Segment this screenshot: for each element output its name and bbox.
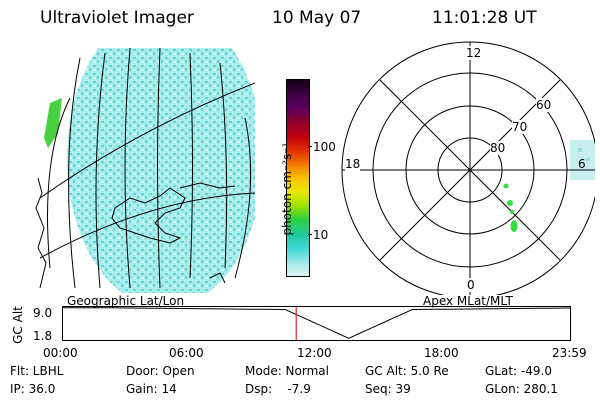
left-map-caption: Geographic Lat/Lon (67, 294, 185, 308)
status-ip: IP: 36.0 (10, 382, 56, 396)
mlt-label-0: 0 (467, 278, 475, 292)
status-seq: Seq: 39 (365, 382, 411, 396)
mlat-label-70: 70 (512, 120, 528, 134)
instrument-title: Ultraviolet Imager (40, 8, 194, 28)
time-label: 11:01:28 UT (432, 8, 537, 28)
altitude-plot-frame (62, 306, 571, 341)
status-mode: Mode: Normal (245, 364, 329, 378)
altitude-plot (62, 306, 571, 341)
uv-emission-image (67, 48, 255, 293)
coastline (179, 182, 236, 189)
right-map-caption: Apex MLat/MLT (423, 294, 513, 308)
mlat-label-80: 80 (490, 141, 506, 155)
status-flt: Flt: LBHL (10, 364, 64, 378)
aurora-spot (510, 210, 514, 214)
status-dsp: Dsp: -7.9 (245, 382, 311, 396)
altitude-curve (63, 307, 571, 339)
altitude-ylabel: GC Alt (11, 306, 25, 344)
aurora-spot (507, 200, 513, 206)
meridian-line (157, 48, 161, 289)
parallel-line (39, 192, 255, 259)
meridian-line (68, 57, 81, 289)
geographic-map (35, 48, 255, 293)
mlt-label-6: 6 (578, 157, 586, 171)
meridian-line (189, 52, 193, 279)
time-tick-1200: 12:00 (297, 346, 332, 360)
colorbar-tick-10: 10 (313, 228, 329, 242)
status-gain: Gain: 14 (126, 382, 177, 396)
colorbar (286, 79, 310, 277)
edge-emission (570, 140, 595, 180)
colorbar-tick-100: 100 (313, 140, 336, 154)
status-glat: GLat: -49.0 (485, 364, 552, 378)
mlt-label-18: 18 (345, 157, 361, 171)
aurora-spot (510, 220, 518, 232)
date-label: 10 May 07 (272, 8, 362, 28)
time-tick-0600: 06:00 (169, 346, 204, 360)
coastline (209, 272, 226, 284)
time-tick-1800: 18:00 (424, 346, 459, 360)
colorbar-unit-label: photon cm⁻²s⁻¹ (280, 142, 294, 236)
meridian-line (219, 62, 228, 269)
mlt-label-12: 12 (466, 46, 482, 60)
limb-emission (44, 98, 62, 148)
coastline (35, 177, 47, 289)
parallel-line (39, 82, 255, 199)
colorbar-gradient (287, 80, 309, 276)
time-tick-0000: 00:00 (43, 346, 78, 360)
time-tick-2359: 23:59 (552, 346, 587, 360)
mlat-label-60: 60 (536, 98, 552, 112)
meridian-line (95, 52, 106, 289)
meridian-line (124, 48, 131, 289)
status-gc-alt: GC Alt: 5.0 Re (365, 364, 449, 378)
apex-polar-map (341, 41, 595, 295)
status-door: Door: Open (126, 364, 195, 378)
altitude-ytick-1-8: 1.8 (33, 329, 53, 343)
altitude-ytick-9: 9.0 (33, 306, 53, 320)
status-glon: GLon: 280.1 (485, 382, 558, 396)
coastline (111, 187, 186, 244)
aurora-spot (503, 183, 509, 189)
